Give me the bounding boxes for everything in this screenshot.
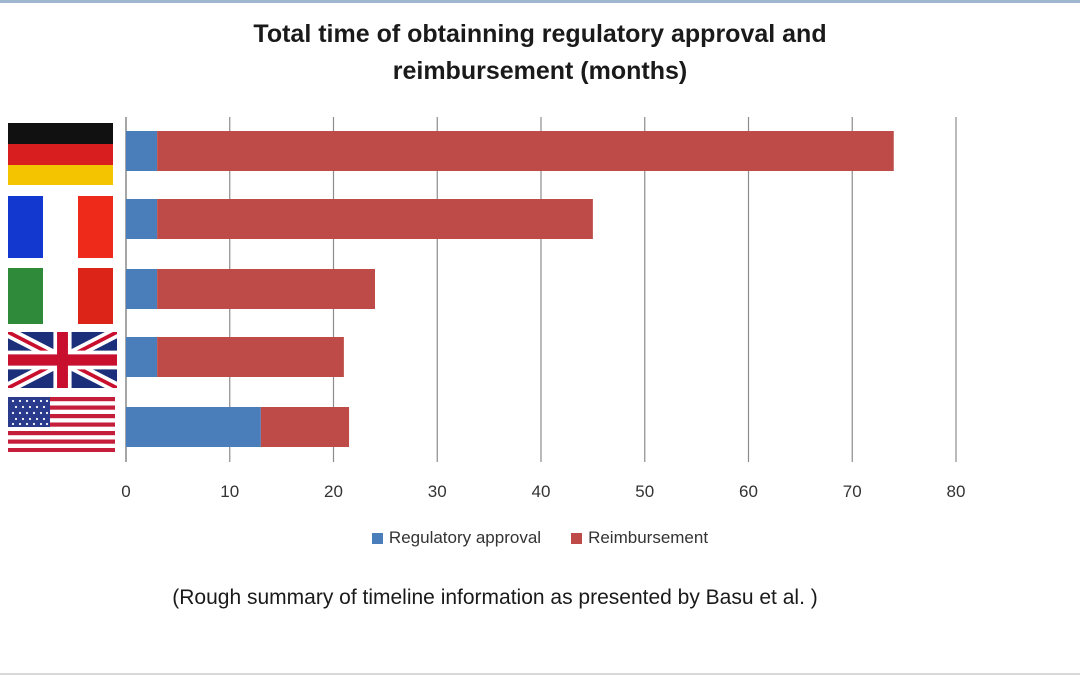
bottom-rule [0, 673, 1080, 675]
bar-regulatory-united-states [126, 407, 261, 447]
bar-reimbursement-germany [157, 131, 894, 171]
germany-flag-icon [8, 123, 113, 185]
legend-item-reimbursement: Reimbursement [571, 528, 708, 548]
legend-label-reimbursement: Reimbursement [588, 528, 709, 547]
chart-title-line-2: reimbursement (months) [392, 57, 688, 85]
bar-reimbursement-italy [157, 269, 375, 309]
chart-title: Total time of obtainning regulatory appr… [90, 16, 990, 90]
grid-lines [125, 117, 957, 462]
bar-regulatory-united-kingdom [126, 337, 158, 377]
x-tick-label: 50 [635, 482, 654, 501]
x-tick-label: 0 [121, 482, 130, 501]
bar-reimbursement-united-states [260, 407, 350, 447]
x-tick-label: 20 [324, 482, 343, 501]
bar-reimbursement-united-kingdom [157, 337, 344, 377]
bars [126, 131, 894, 447]
x-tick-label: 10 [220, 482, 239, 501]
bar-regulatory-italy [126, 269, 158, 309]
legend-label-regulatory: Regulatory approval [388, 528, 542, 547]
top-rule [0, 0, 1080, 3]
bar-regulatory-france [126, 199, 158, 239]
chart-title-line-1: Total time of obtainning regulatory appr… [253, 20, 827, 48]
x-tick-label: 60 [739, 482, 758, 501]
france-flag-icon [8, 196, 113, 258]
uk-flag-icon [8, 332, 117, 388]
usa-flag-icon [8, 397, 115, 452]
bar-regulatory-germany [126, 131, 158, 171]
legend-swatch-regulatory [371, 532, 383, 544]
chart-caption: (Rough summary of timeline information a… [172, 586, 818, 609]
x-tick-label: 70 [843, 482, 862, 501]
italy-flag-icon [8, 268, 113, 324]
chart-legend: Regulatory approval Reimbursement [0, 528, 1080, 548]
x-tick-label: 40 [532, 482, 551, 501]
legend-swatch-reimbursement [571, 532, 583, 544]
bar-reimbursement-france [157, 199, 593, 239]
x-tick-label: 30 [428, 482, 447, 501]
x-tick-label: 80 [947, 482, 966, 501]
x-axis-ticks: 0 10 20 30 40 50 60 70 80 [121, 482, 965, 501]
legend-item-regulatory: Regulatory approval [371, 528, 542, 548]
